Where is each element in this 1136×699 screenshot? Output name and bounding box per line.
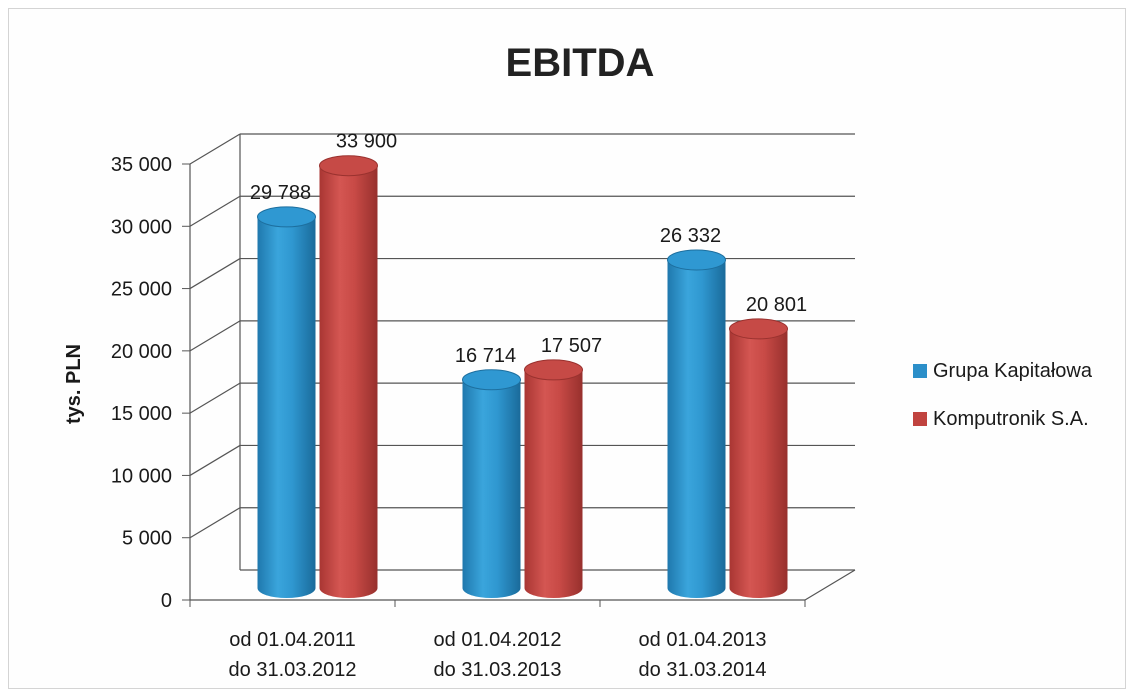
bar-top bbox=[667, 249, 726, 271]
y-tick-label: 25 000 bbox=[111, 279, 172, 301]
legend-swatch bbox=[913, 364, 927, 378]
gridline-side bbox=[189, 507, 241, 539]
bar-0-2: 26 332 bbox=[660, 225, 726, 598]
x-category-line: od 01.04.2013 bbox=[639, 629, 767, 651]
bar-body bbox=[729, 328, 788, 598]
chart-title: EBITDA bbox=[506, 41, 655, 85]
bar-top bbox=[462, 369, 521, 391]
bar-body bbox=[319, 165, 378, 598]
y-tick-label: 30 000 bbox=[111, 216, 172, 238]
legend-swatch bbox=[913, 412, 927, 426]
bar-0-0: 29 788 bbox=[250, 182, 316, 598]
y-tick-label: 35 000 bbox=[111, 154, 172, 176]
x-category-label: od 01.04.2012 do 31.03.2013 bbox=[434, 629, 562, 681]
data-label: 20 801 bbox=[746, 294, 807, 316]
x-category-label: od 01.04.2013 do 31.03.2014 bbox=[639, 629, 767, 681]
bar-1-0: 33 900 bbox=[319, 131, 397, 598]
gridline-side bbox=[189, 382, 241, 414]
gridline-side bbox=[189, 133, 241, 165]
floor-right bbox=[804, 569, 856, 601]
bar-top bbox=[524, 359, 583, 381]
bar-body bbox=[257, 216, 316, 598]
data-label: 16 714 bbox=[455, 345, 516, 367]
bar-1-2: 20 801 bbox=[729, 294, 807, 598]
legend-label: Grupa Kapitałowa bbox=[933, 360, 1093, 382]
y-tick-label: 10 000 bbox=[111, 465, 172, 487]
y-tick-label: 20 000 bbox=[111, 341, 172, 363]
x-category-line: od 01.04.2011 bbox=[229, 629, 355, 651]
chart-bars: 29 788 33 900 16 714 17 507 26 332 20 801 bbox=[250, 131, 807, 598]
y-axis-label: tys. PLN bbox=[63, 344, 85, 424]
x-category-line: do 31.03.2014 bbox=[639, 659, 767, 681]
bar-top bbox=[257, 206, 316, 228]
bar-body bbox=[462, 379, 521, 598]
bar-top bbox=[729, 318, 788, 340]
x-category-line: do 31.03.2013 bbox=[434, 659, 562, 681]
x-category-line: od 01.04.2012 bbox=[434, 629, 562, 651]
data-label: 26 332 bbox=[660, 225, 721, 247]
chart-legend: Grupa Kapitałowa Komputronik S.A. bbox=[913, 360, 1093, 430]
bar-body bbox=[667, 259, 726, 598]
y-tick-label: 15 000 bbox=[111, 403, 172, 425]
x-category-label: od 01.04.2011 do 31.03.2012 bbox=[229, 629, 357, 681]
bar-body bbox=[524, 369, 583, 598]
y-tick-label: 5 000 bbox=[122, 528, 172, 550]
x-category-line: do 31.03.2012 bbox=[229, 659, 357, 681]
data-label: 29 788 bbox=[250, 182, 311, 204]
y-tick-label: 0 bbox=[161, 590, 172, 612]
gridline-side bbox=[189, 258, 241, 290]
gridline-side bbox=[189, 195, 241, 227]
gridline-side bbox=[189, 320, 241, 352]
data-label: 17 507 bbox=[541, 335, 602, 357]
bar-1-1: 17 507 bbox=[524, 335, 602, 598]
data-label: 33 900 bbox=[336, 131, 397, 153]
gridline-side bbox=[189, 444, 241, 476]
legend-label: Komputronik S.A. bbox=[933, 408, 1089, 430]
bar-0-1: 16 714 bbox=[455, 345, 521, 598]
bar-top bbox=[319, 155, 378, 177]
